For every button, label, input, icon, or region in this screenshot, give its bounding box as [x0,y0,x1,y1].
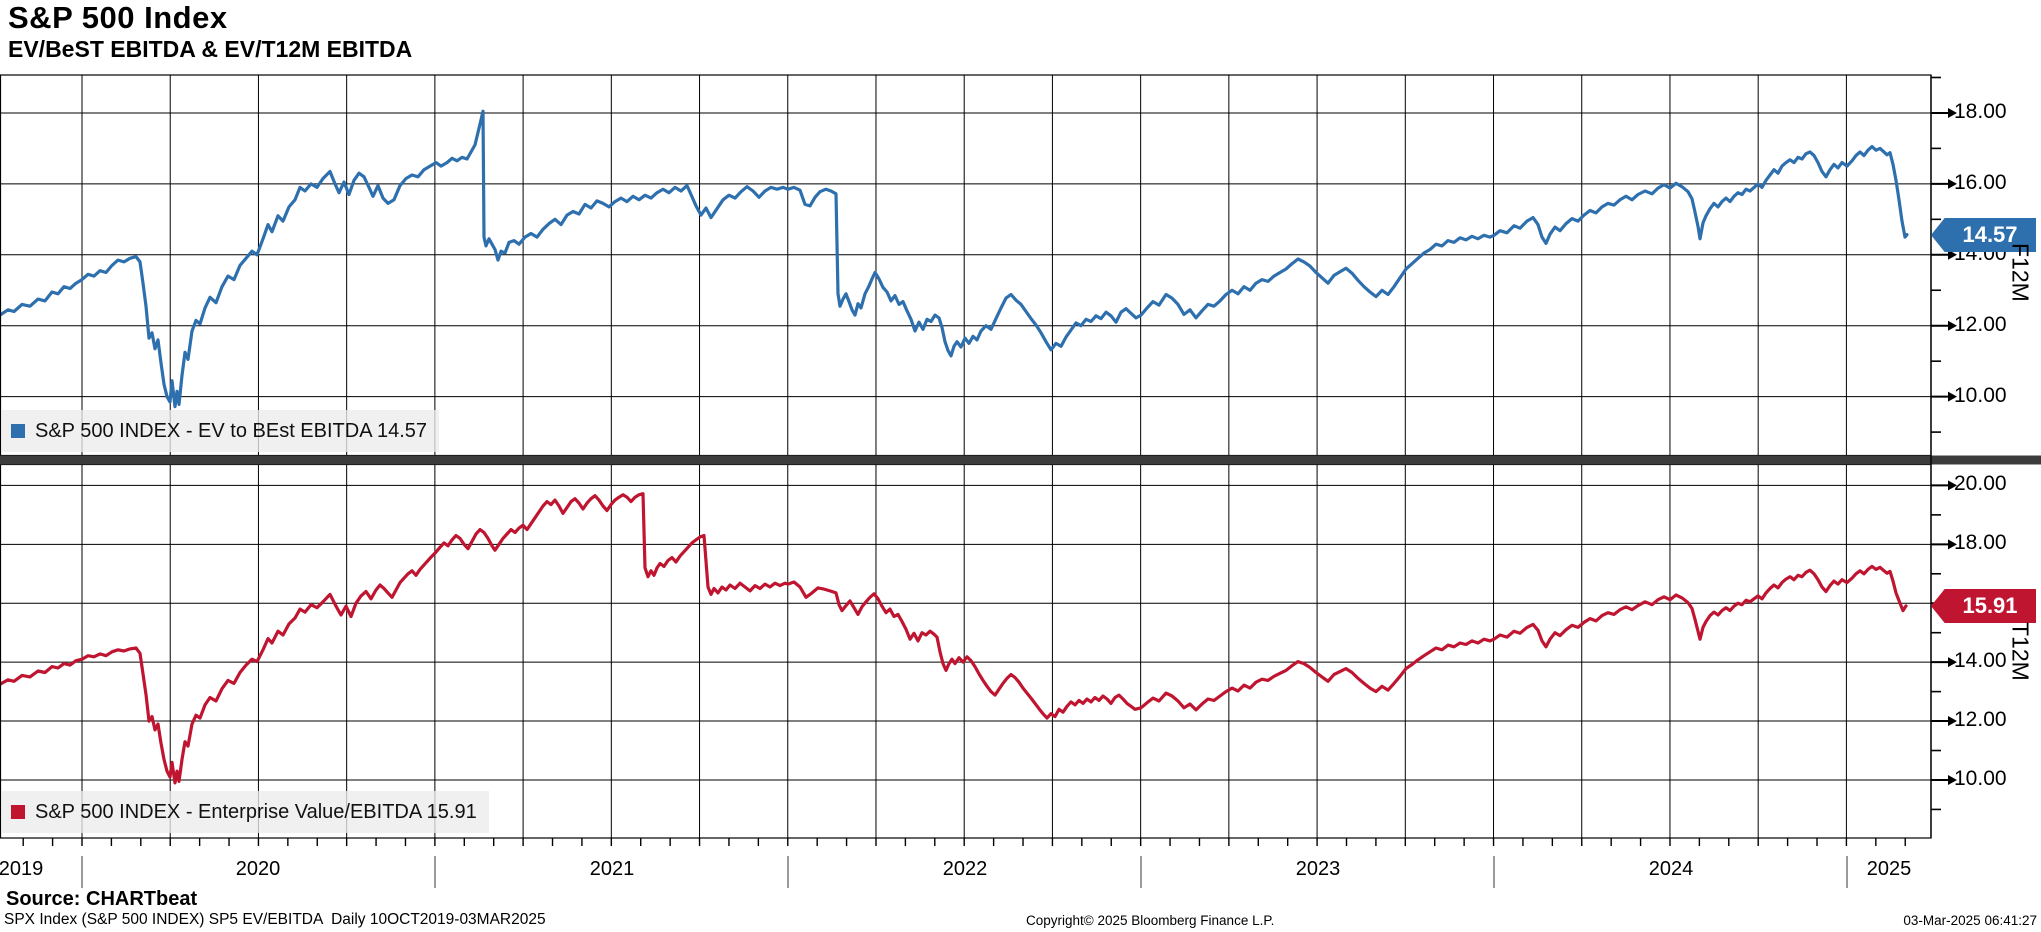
chart-subtitle: EV/BeST EBITDA & EV/T12M EBITDA [8,36,413,62]
chart-title: S&P 500 Index [8,0,228,35]
y-axis-title-f12m: F12M [2007,242,2034,302]
footer-description: SPX Index (S&P 500 INDEX) SP5 EV/EBITDA … [4,911,546,928]
blue-series-marker-icon [11,424,25,438]
legend-top-ev-best-ebitda[interactable]: S&P 500 INDEX - EV to BEst EBITDA 14.57 [2,410,440,452]
blue-series-line [0,109,1909,409]
legend-bottom-label: S&P 500 INDEX - Enterprise Value/EBITDA … [35,800,477,823]
footer-timestamp: 03-Mar-2025 06:41:27 [1903,913,2037,928]
panel-separator [0,455,2041,465]
legend-top-label: S&P 500 INDEX - EV to BEst EBITDA 14.57 [35,419,428,442]
last-value-badge-blue: 14.57 [1931,218,2036,252]
footer-source: Source: CHARTbeat [6,888,198,910]
last-value-badge-red: 15.91 [1931,589,2036,623]
red-series-line [0,492,1908,785]
red-series-marker-icon [11,805,25,819]
footer-copyright: Copyright© 2025 Bloomberg Finance L.P. [1026,913,1275,928]
legend-bottom-ev-ebitda[interactable]: S&P 500 INDEX - Enterprise Value/EBITDA … [2,791,489,833]
y-axis-title-t12m: T12M [2007,621,2034,681]
